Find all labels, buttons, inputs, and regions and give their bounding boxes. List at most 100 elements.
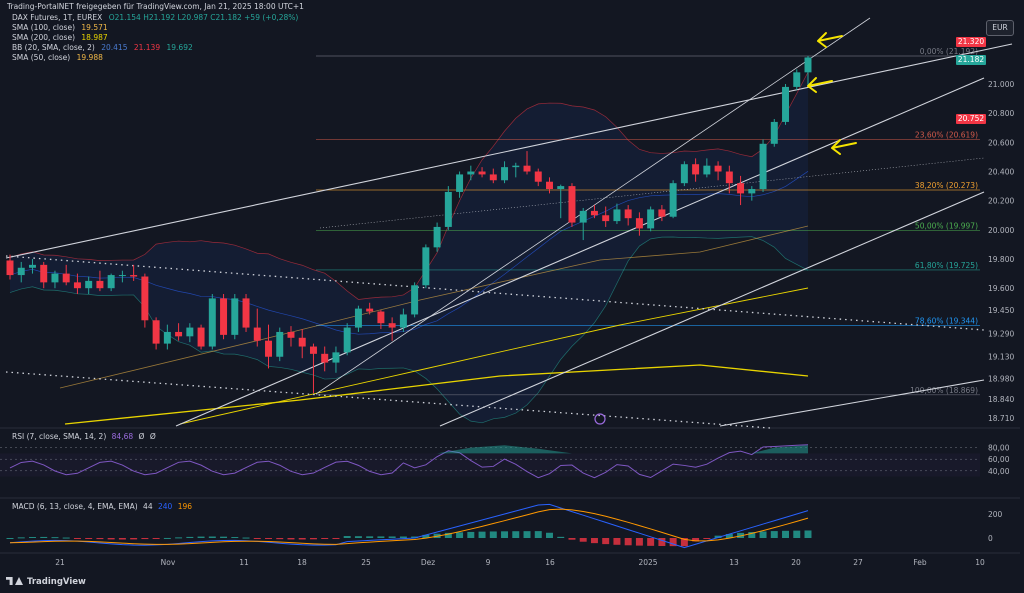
fib-level-label: 61,80% (19.725) [915, 261, 978, 270]
time-axis-tick: 2025 [638, 558, 657, 567]
macd-histogram-bar [152, 538, 160, 539]
time-axis-tick: 13 [729, 558, 739, 567]
macd-histogram-bar [231, 537, 239, 539]
price-tag-upper: 21.320 [956, 37, 986, 47]
macd-histogram-bar [467, 531, 475, 538]
macd-histogram-bar [568, 538, 576, 540]
candle-body [253, 327, 261, 341]
macd-legend[interactable]: MACD (6, 13, close, 4, EMA, EMA) 44 240 … [12, 502, 192, 511]
legend-sma200[interactable]: SMA (200, close) 18.987 [12, 33, 108, 42]
bollinger-band-fill [10, 72, 808, 423]
trendline-bottom [719, 379, 985, 427]
macd-histogram-bar [51, 537, 59, 539]
macd-histogram-bar [28, 536, 36, 538]
candle-body [231, 298, 239, 335]
price-axis-tick: 18.710 [988, 414, 1014, 423]
legend-main[interactable]: DAX Futures, 1T, EUREX O21.154 H21.192 L… [12, 13, 298, 22]
currency-button[interactable]: EUR [986, 20, 1014, 36]
macd-histogram-bar [141, 538, 149, 540]
legend-bb-name: BB (20, SMA, close, 2) [12, 43, 95, 52]
candle-body [590, 210, 598, 216]
rsi-line [9, 444, 809, 479]
legend-bb-v3: 19.692 [166, 43, 193, 52]
macd-histogram-bar [62, 537, 70, 539]
macd-v1: 44 [143, 502, 153, 511]
candle-body [703, 165, 711, 175]
macd-histogram-bar [399, 536, 407, 538]
macd-histogram-bar [197, 536, 205, 538]
macd-histogram-bar [388, 536, 396, 538]
rsi-sym2: Ø [149, 432, 156, 441]
macd-histogram-bar [377, 536, 385, 538]
candle-body [62, 273, 70, 283]
price-axis-tick: 21.000 [988, 80, 1014, 89]
annotation-arrow-top [817, 32, 843, 48]
fib-level-label: 100,00% (18.869) [910, 386, 978, 395]
macd-histogram-bar [85, 538, 93, 539]
candle-body [523, 165, 531, 172]
event-marker-icon [594, 413, 606, 425]
price-axis-tick: 19.290 [988, 329, 1014, 338]
tradingview-logo[interactable]: TradingView [6, 577, 86, 587]
price-axis-tick: 20.600 [988, 138, 1014, 147]
time-axis-tick: 18 [297, 558, 307, 567]
rsi-axis-tick: 40,00 [988, 467, 1010, 476]
macd-histogram-bar [265, 538, 272, 539]
candle-body [17, 267, 25, 276]
candle-body [444, 191, 452, 227]
macd-histogram-bar [309, 538, 317, 540]
macd-signal-line [9, 508, 809, 545]
candle-body [433, 226, 441, 248]
macd-histogram-bar [40, 536, 48, 538]
macd-histogram-bar [242, 537, 250, 539]
rsi-legend[interactable]: RSI (7, close, SMA, 14, 2) 84,68 Ø Ø [12, 432, 156, 441]
candle-body [343, 327, 351, 353]
macd-histogram-bar [321, 538, 329, 539]
rsi-overbought-fill [437, 445, 572, 454]
macd-histogram-bar [602, 538, 610, 545]
candle-body [680, 164, 688, 184]
fib-level-label: 0,00% (21.192) [920, 47, 978, 56]
candle-body [287, 331, 295, 338]
macd-histogram-bar [725, 534, 733, 538]
macd-histogram-bar [130, 538, 138, 540]
trendline-support [439, 191, 985, 427]
legend-sma100[interactable]: SMA (100, close) 19.571 [12, 23, 108, 32]
candle-body [422, 247, 430, 286]
time-axis-tick: 16 [545, 558, 555, 567]
candle-body [692, 164, 700, 175]
legend-sma100-name: SMA (100, close) [12, 23, 75, 32]
candle-body [501, 167, 509, 181]
annotation-arrow-low [831, 139, 857, 155]
annotation-arrow-mid [807, 77, 833, 93]
time-axis-tick: 9 [486, 558, 491, 567]
price-axis-tick: 20.200 [988, 197, 1014, 206]
candle-body [658, 209, 666, 217]
macd-v3: 196 [177, 502, 193, 511]
candle-body [186, 327, 194, 337]
tradingview-logo-triangle-icon [15, 577, 23, 585]
candle-body [197, 327, 205, 347]
candle-body [411, 285, 419, 315]
macd-histogram-bar [17, 537, 25, 539]
candle-body [51, 273, 59, 283]
time-axis-tick: Dez [421, 558, 435, 567]
trendline-dotted-upper [5, 255, 985, 331]
sma100-line [59, 225, 809, 389]
candle-body [557, 186, 565, 190]
price-axis-tick: 19.800 [988, 255, 1014, 264]
legend-sma50-name: SMA (50, close) [12, 53, 71, 62]
candle-body [141, 276, 149, 321]
legend-sma50[interactable]: SMA (50, close) 19.988 [12, 53, 103, 62]
time-axis-tick: Nov [161, 558, 176, 567]
candle-body [6, 260, 14, 276]
candle-body [107, 275, 115, 289]
macd-histogram-bar [546, 532, 553, 538]
candle-body [456, 174, 464, 192]
macd-histogram-bar [624, 538, 632, 546]
legend-bb[interactable]: BB (20, SMA, close, 2) 20.415 21.139 19.… [12, 43, 193, 52]
macd-histogram-bar [456, 532, 464, 538]
candle-body [568, 186, 576, 223]
macd-histogram-bar [411, 536, 419, 538]
